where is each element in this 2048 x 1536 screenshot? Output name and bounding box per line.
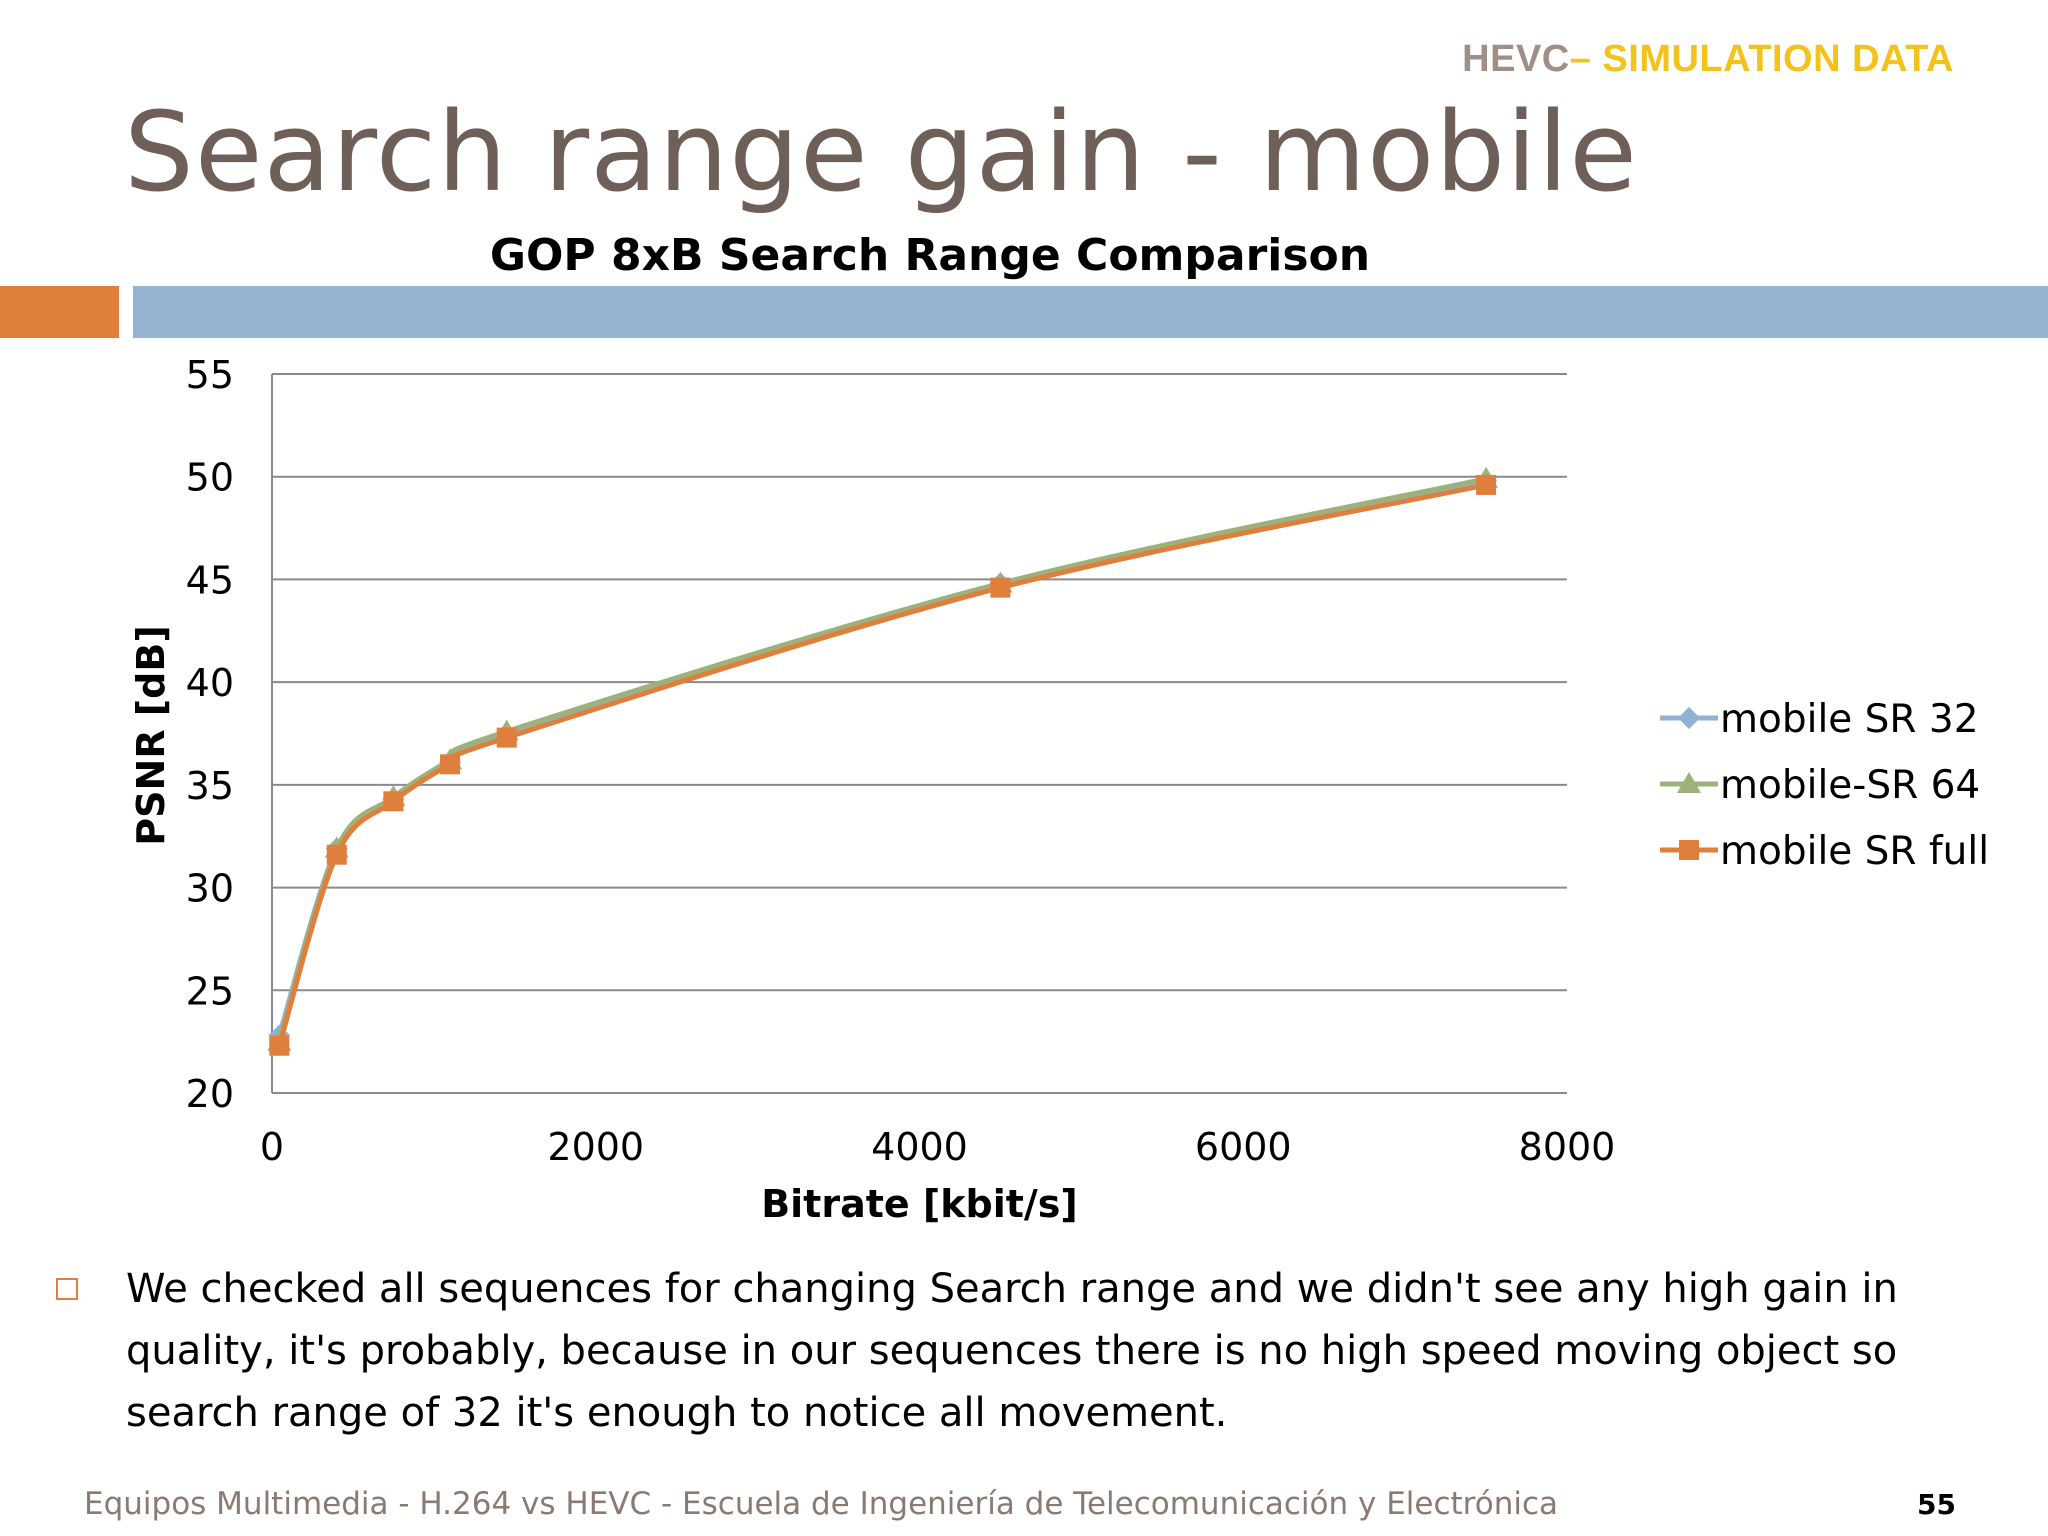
- legend-marker: [1677, 772, 1701, 793]
- y-tick-label: 20: [186, 1072, 234, 1116]
- series-2: [269, 474, 1497, 1056]
- series-line: [276, 482, 1487, 1047]
- psnr-bitrate-chart: 20 25 30 35 40 45 50 55 0 2000 4000 6000 8000 Bitrate…: [129, 353, 1989, 1226]
- series-line: [276, 478, 1487, 1037]
- section-tag-hevc: HEVC: [1462, 38, 1570, 80]
- data-point: [326, 844, 347, 865]
- y-tick-label: 35: [186, 764, 234, 808]
- accent-bar-orange: [0, 286, 119, 338]
- section-tag-simulation: – SIMULATION DATA: [1569, 38, 1954, 80]
- page-number: 55: [1917, 1488, 1956, 1521]
- legend-label: mobile SR 32: [1720, 697, 1979, 742]
- section-tag: HEVC– SIMULATION DATA: [1462, 38, 1954, 81]
- series-line: [276, 476, 1487, 1043]
- legend-label: mobile-SR 64: [1720, 763, 1980, 808]
- data-point: [440, 754, 461, 775]
- legend-marker: [1679, 840, 1699, 860]
- y-tick-label: 45: [186, 558, 234, 602]
- x-tick-label: 0: [260, 1125, 284, 1169]
- x-tick-label: 4000: [871, 1125, 968, 1169]
- x-axis-label: Bitrate [kbit/s]: [761, 1182, 1078, 1226]
- footer-text: Equipos Multimedia - H.264 vs HEVC - Esc…: [84, 1486, 1558, 1522]
- y-tick-label: 30: [186, 867, 234, 911]
- y-tick-label: 40: [186, 661, 234, 705]
- y-tick-label: 25: [186, 969, 234, 1013]
- y-tick-label: 55: [186, 353, 234, 397]
- data-point: [1476, 474, 1497, 495]
- data-point: [990, 577, 1011, 598]
- legend-marker: [1678, 707, 1700, 729]
- chart-title: GOP 8xB Search Range Comparison: [489, 230, 1371, 281]
- accent-bar-blue: [133, 286, 2048, 338]
- data-point: [383, 791, 404, 812]
- bullet-icon: [56, 1278, 78, 1300]
- y-axis-label: PSNR [dB]: [129, 625, 173, 845]
- data-point: [496, 727, 517, 748]
- y-tick-label: 50: [186, 456, 234, 500]
- bullet-text: We checked all sequences for changing Se…: [126, 1266, 1898, 1436]
- x-tick-label: 6000: [1195, 1125, 1292, 1169]
- x-tick-label: 8000: [1519, 1125, 1616, 1169]
- data-point: [269, 1035, 290, 1056]
- x-tick-label: 2000: [547, 1125, 644, 1169]
- slide-title: Search range gain - mobile: [124, 88, 1638, 216]
- legend-label: mobile SR full: [1720, 829, 1989, 874]
